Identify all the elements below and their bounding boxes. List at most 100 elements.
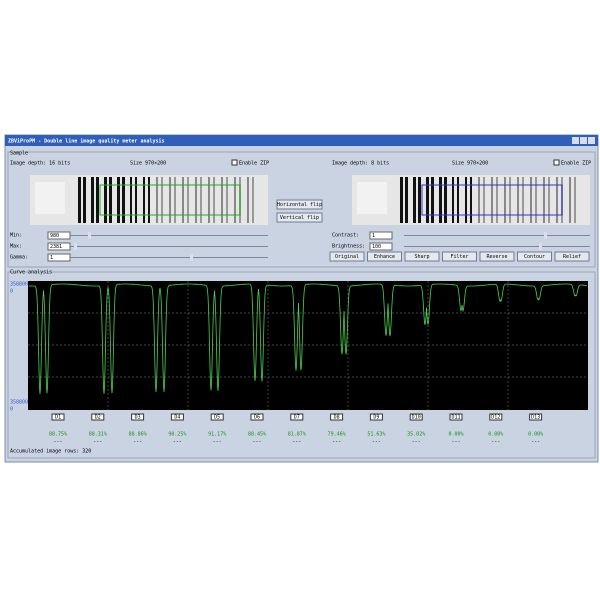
image-bar	[182, 177, 184, 223]
roi-box	[421, 184, 563, 216]
image-bar	[109, 177, 112, 223]
image-bar	[122, 177, 125, 223]
pair-status: ---	[451, 439, 460, 445]
image-bar	[439, 177, 442, 223]
filter-button[interactable]	[367, 251, 402, 262]
field-label: Max:	[10, 244, 22, 250]
image-bar	[234, 177, 236, 223]
filter-button-label: Sharp	[414, 254, 429, 260]
image-bar	[96, 177, 99, 223]
image-size: Size 970×200	[452, 161, 488, 167]
pair-result: 35.02%	[407, 432, 425, 438]
image-bar	[452, 177, 454, 223]
slider-thumb[interactable]	[190, 254, 193, 261]
image-bar	[221, 177, 223, 223]
image-bar	[143, 177, 145, 223]
image-bar	[174, 177, 176, 223]
image-bar	[117, 177, 120, 223]
pair-result: 0.00%	[488, 432, 503, 438]
pair-result: 79.46%	[328, 432, 346, 438]
pair-result: 0.00%	[448, 432, 463, 438]
pair-box	[131, 413, 145, 421]
pair-status: ---	[332, 439, 341, 445]
image-bar	[517, 177, 519, 223]
filter-button-label: Enhance	[374, 254, 395, 260]
axis-label: 358800	[10, 400, 28, 406]
slider-thumb[interactable]	[74, 243, 77, 250]
image-bar	[413, 177, 416, 223]
image-bar	[78, 177, 81, 223]
zip-checkbox[interactable]	[553, 159, 560, 166]
field-label: Min:	[10, 233, 22, 239]
field-value: 1	[372, 233, 375, 239]
pair-status: ---	[372, 439, 381, 445]
image-bar	[465, 177, 467, 223]
image-bar	[496, 177, 498, 223]
pair-result: 90.25%	[168, 432, 186, 438]
pair-status: ---	[213, 439, 222, 445]
image-bar	[252, 177, 254, 223]
image-bar	[470, 177, 472, 223]
image-bar	[504, 177, 506, 223]
axis-label: 0	[10, 407, 13, 413]
curve-label: Curve analysis	[10, 270, 52, 276]
pair-status: ---	[491, 439, 500, 445]
slider-thumb[interactable]	[544, 232, 547, 239]
filter-button[interactable]	[329, 251, 365, 262]
filter-button[interactable]	[554, 251, 590, 262]
filter-button-label: Reverse	[486, 254, 507, 260]
image-bar	[187, 177, 189, 223]
flip-button[interactable]	[276, 212, 323, 223]
maximize[interactable]	[580, 137, 587, 144]
pair-box	[529, 413, 543, 421]
pair-status: ---	[292, 439, 301, 445]
image-depth: Image depth: 8 bits	[332, 161, 389, 167]
pair-label: D4	[174, 415, 180, 421]
slider-thumb[interactable]	[88, 232, 91, 239]
image-bar	[156, 177, 158, 223]
sample-group	[7, 151, 596, 268]
pair-label: D8	[334, 415, 340, 421]
image-bar	[208, 177, 210, 223]
pair-label: D5	[214, 415, 220, 421]
intensity-curve	[29, 283, 587, 395]
pair-label: D2	[95, 415, 101, 421]
image-bar	[400, 177, 403, 223]
image-bar	[405, 177, 408, 223]
filter-button[interactable]	[442, 251, 477, 262]
pair-label: D12	[491, 415, 500, 421]
image-bar	[418, 177, 421, 223]
pair-result: 91.17%	[208, 432, 226, 438]
slider-thumb[interactable]	[539, 243, 542, 250]
image-bar	[522, 177, 524, 223]
image-bar	[569, 177, 571, 223]
minimize[interactable]	[572, 137, 579, 144]
flip-button[interactable]	[276, 199, 323, 210]
field-value: 1	[50, 255, 53, 261]
pair-box	[170, 413, 184, 421]
field-input[interactable]	[369, 242, 393, 251]
title-bar	[5, 135, 598, 146]
pair-box	[290, 413, 304, 421]
field-label: Gamma:	[10, 255, 28, 261]
image-bar	[226, 177, 228, 223]
filter-button[interactable]	[517, 251, 552, 262]
pair-label: D9	[373, 415, 379, 421]
pair-label: D13	[531, 415, 540, 421]
close[interactable]	[588, 137, 595, 144]
image-bar	[213, 177, 215, 223]
zip-checkbox[interactable]	[231, 159, 238, 166]
image-bar	[83, 177, 86, 223]
filter-button[interactable]	[479, 251, 515, 262]
flip-button-label: Vertical flip	[280, 215, 319, 221]
footer: Accumulated image rows: 320	[10, 449, 91, 455]
filter-button-label: Filter	[450, 254, 468, 260]
pair-result: 81.87%	[288, 432, 306, 438]
image-size: Size 970×200	[130, 161, 166, 167]
pair-result: 51.63%	[367, 432, 385, 438]
pair-box	[449, 413, 463, 421]
filter-button[interactable]	[404, 251, 440, 262]
field-input[interactable]	[369, 231, 393, 240]
pair-result: 88.45%	[248, 432, 266, 438]
